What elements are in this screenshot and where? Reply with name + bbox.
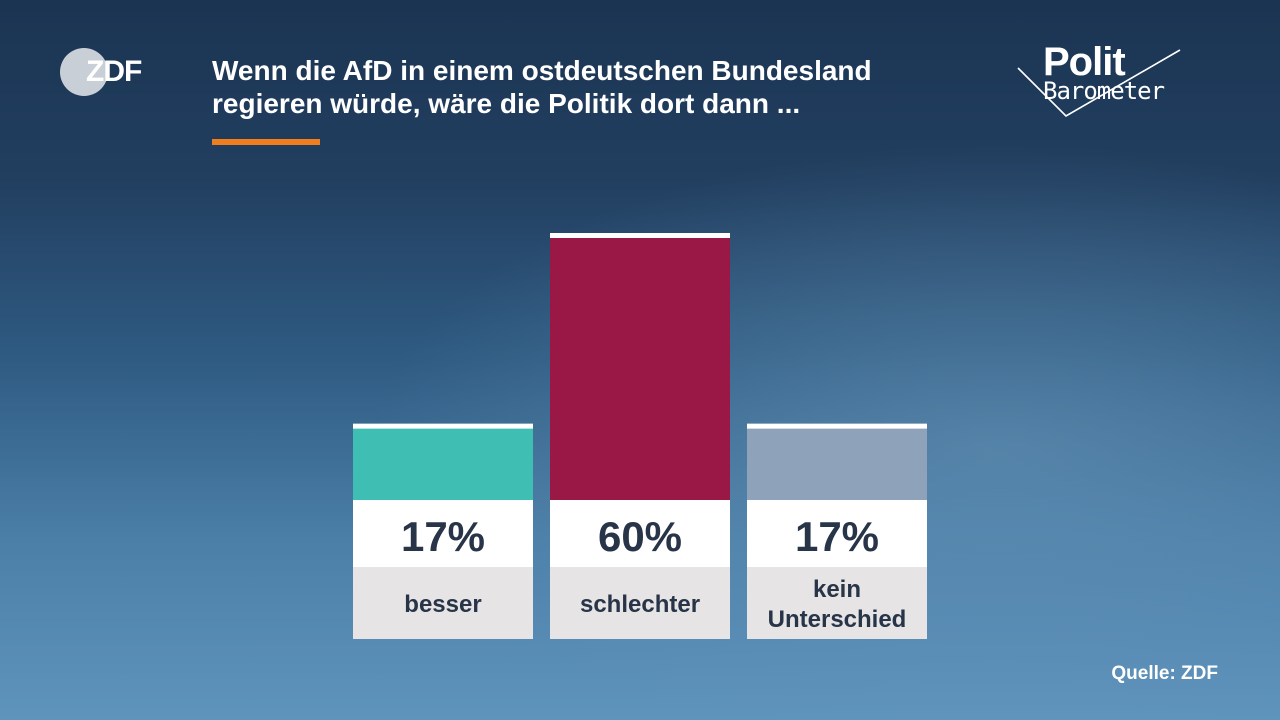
checkmark-icon <box>1017 49 1181 118</box>
bar-besser <box>353 424 533 500</box>
bar-cap-schlechter <box>550 233 730 238</box>
zdf-logo: ZDF <box>60 48 146 96</box>
tick-label-besser: besser <box>404 591 481 618</box>
value-panel-besser <box>353 500 533 567</box>
source-note: Quelle: ZDF <box>1111 663 1218 684</box>
bar-schlechter <box>550 234 730 500</box>
bar-kein-unterschied <box>747 424 927 500</box>
title-underline <box>212 139 320 145</box>
politbarometer-logo: Polit Barometer <box>1012 38 1192 122</box>
zdf-logo-text: ZDF <box>86 55 142 88</box>
data-label-besser: 17% <box>401 513 485 560</box>
tick-label-schlechter: schlechter <box>580 591 700 618</box>
politbarometer-logo-line1: Polit <box>1043 40 1126 84</box>
category-panel-schlechter <box>550 567 730 639</box>
chart-title: Wenn die AfD in einem ostdeutschen Bunde… <box>212 55 872 119</box>
data-label-kein-unterschied: 17% <box>795 513 879 560</box>
value-panel-schlechter <box>550 500 730 567</box>
tick-label-kein-unterschied: kein Unterschied <box>768 576 907 633</box>
politbarometer-logo-line2: Barometer <box>1043 77 1165 105</box>
category-panel-besser <box>353 567 533 639</box>
zdf-logo-disc <box>60 48 108 96</box>
value-panel-kein-unterschied <box>747 500 927 567</box>
bar-cap-kein-unterschied <box>747 423 927 429</box>
category-panel-kein-unterschied <box>747 567 927 639</box>
data-label-schlechter: 60% <box>598 513 682 560</box>
bar-cap-besser <box>353 423 533 429</box>
